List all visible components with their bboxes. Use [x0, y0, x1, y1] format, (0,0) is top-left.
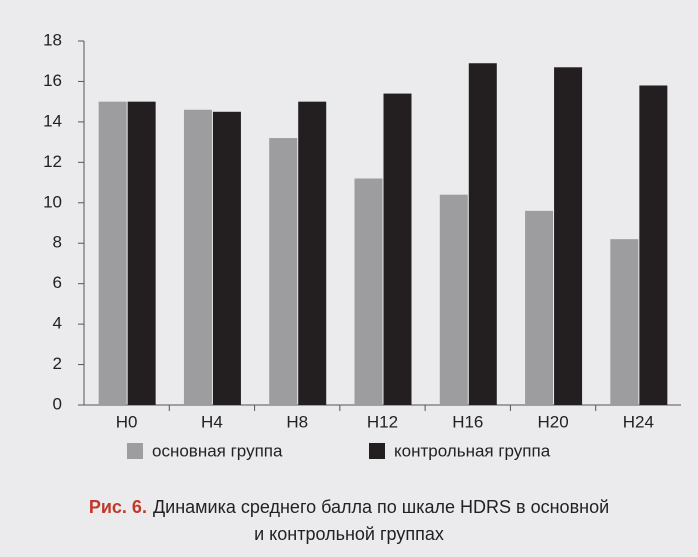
y-tick-label: 10	[43, 192, 62, 211]
bar	[554, 67, 583, 406]
y-tick-label: 14	[43, 111, 62, 130]
x-tick-label: H0	[116, 412, 138, 431]
caption-text: и контрольной группах	[254, 524, 444, 544]
bar	[383, 93, 412, 406]
bar	[468, 63, 497, 405]
bar	[269, 138, 298, 406]
caption-line: Рис. 6. Динамика среднего балла по шкале …	[89, 497, 609, 517]
x-tick-label: H24	[623, 412, 654, 431]
y-tick-label: 4	[53, 314, 62, 333]
caption-label: Рис. 6.	[89, 497, 147, 517]
x-tick-label: H20	[537, 412, 568, 431]
bar	[639, 85, 668, 405]
y-tick-label: 6	[53, 273, 62, 292]
caption-text: Динамика среднего балла по шкале HDRS в …	[153, 497, 609, 517]
bar	[298, 101, 327, 406]
y-tick-label: 16	[43, 71, 62, 90]
bar	[439, 194, 468, 405]
y-tick-label: 8	[53, 233, 62, 252]
y-tick-label: 18	[43, 30, 62, 49]
bar	[98, 101, 127, 406]
x-tick-label: H8	[286, 412, 308, 431]
legend-label: контрольная группа	[394, 441, 551, 460]
legend-swatch	[369, 443, 385, 459]
y-tick-label: 2	[53, 354, 62, 373]
bar	[183, 109, 212, 405]
legend-label: основная группа	[152, 441, 283, 460]
x-tick-label: H16	[452, 412, 483, 431]
bar	[354, 178, 383, 405]
x-tick-label: H4	[201, 412, 223, 431]
bar	[127, 101, 156, 406]
legend-swatch	[127, 443, 143, 459]
bar	[212, 111, 241, 406]
bar	[525, 210, 554, 405]
bar	[610, 239, 639, 405]
x-tick-label: H12	[367, 412, 398, 431]
y-tick-label: 12	[43, 152, 62, 171]
y-tick-label: 0	[53, 394, 62, 413]
